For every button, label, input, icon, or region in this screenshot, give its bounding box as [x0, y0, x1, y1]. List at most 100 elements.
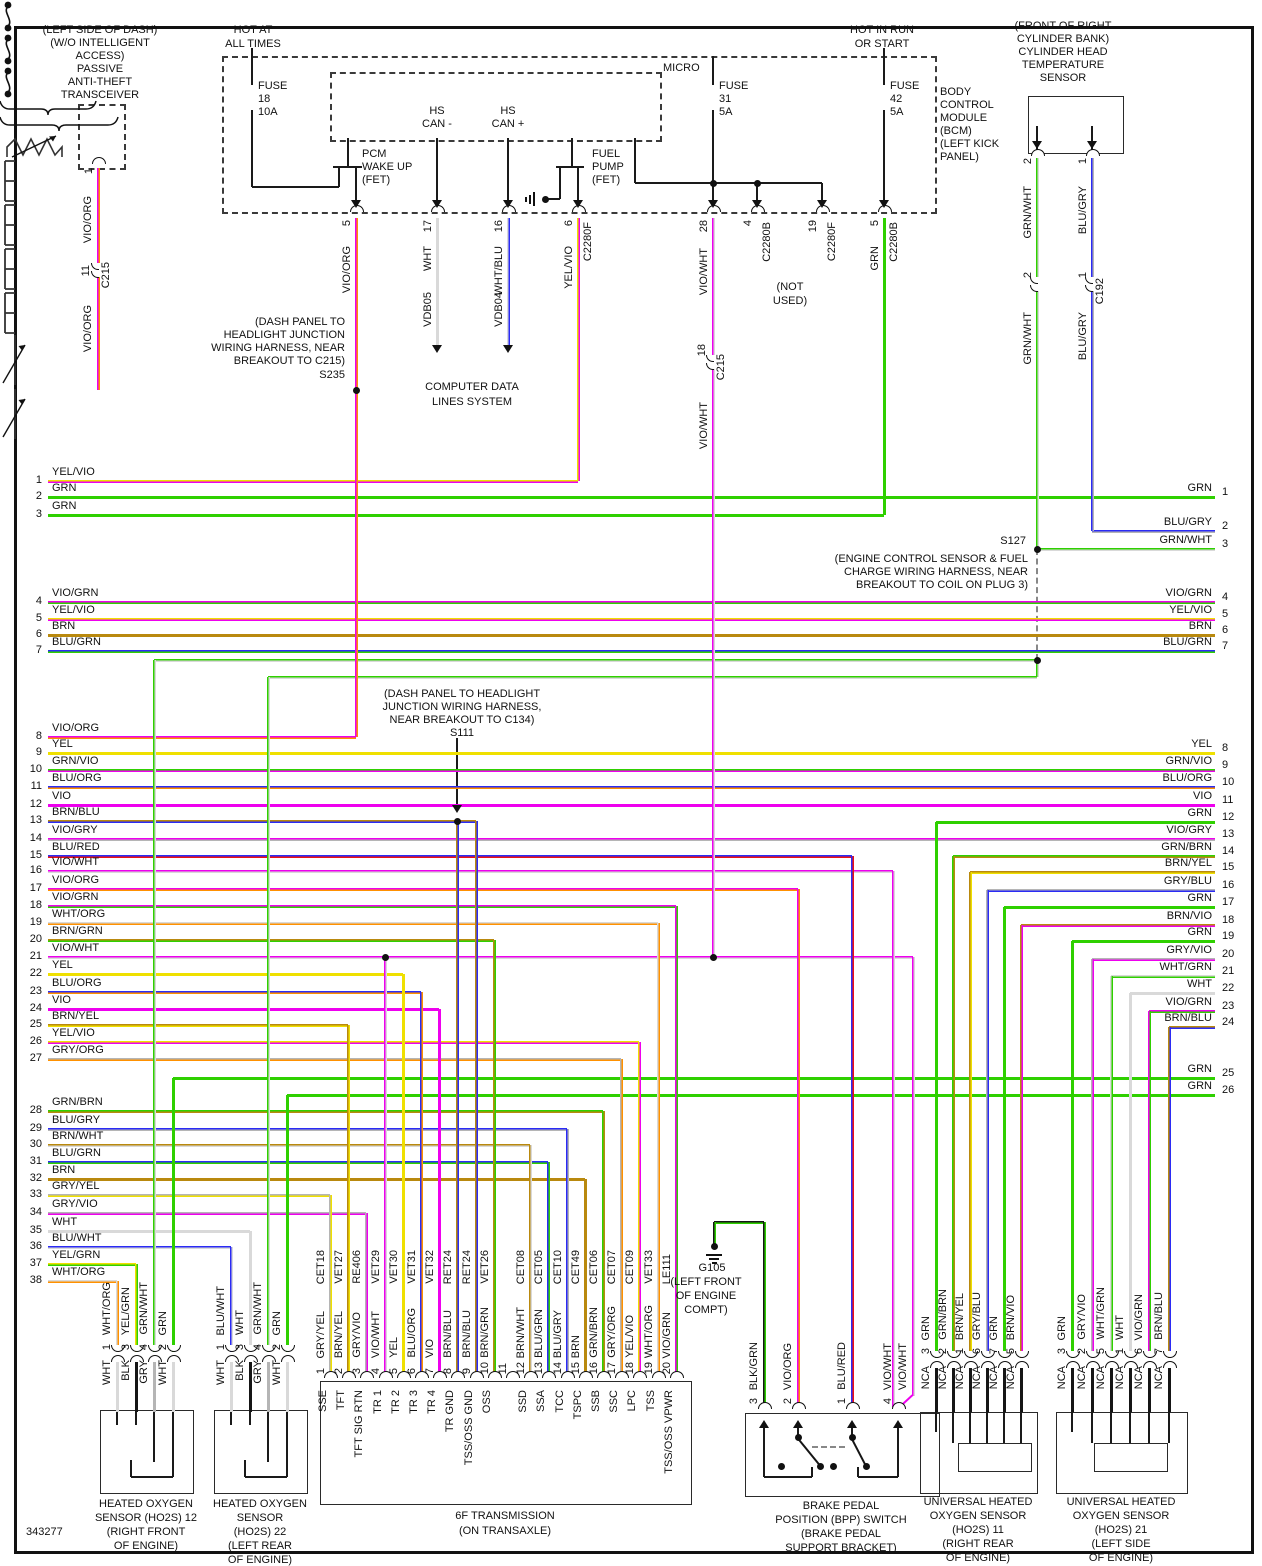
row-number-left: 8 [35, 730, 42, 742]
wire-grn/wht [266, 677, 270, 1352]
wire-brn/blu [455, 821, 459, 1377]
rotated-label: 6 [563, 220, 575, 227]
wire-grn [48, 496, 1215, 499]
transmission-circuit-id: VET27 [333, 1250, 346, 1284]
rotated-label: NCA [1095, 1366, 1107, 1390]
wire-brn/vio [1019, 925, 1023, 1358]
circuit-line [797, 1424, 799, 1437]
rotated-label: BLU/GRY [1077, 186, 1089, 235]
wire-wht [171, 1362, 175, 1412]
junction-dot [1033, 656, 1041, 664]
wire-color-label: BRN/GRN [52, 925, 103, 937]
wire-vio/org [48, 736, 356, 739]
wire-yel/vio [637, 1042, 641, 1377]
inline-connector-arc [1143, 1361, 1157, 1368]
rotated-label: 3 [748, 1397, 760, 1404]
rotated-label: NCA [1133, 1366, 1145, 1390]
wire-break-arc [1030, 277, 1038, 284]
diagram-text: CHARGE WIRING HARNESS, NEAR [844, 566, 1028, 578]
diagram-text: (HO2S) 11 [952, 1524, 1004, 1536]
rotated-label: WHT [101, 1360, 113, 1386]
pin-connector-arc [360, 1371, 374, 1378]
glyph-fuse-icon [0, 66, 16, 99]
pin-connector-arc [506, 1371, 520, 1378]
wire-wht [1130, 992, 1215, 995]
diagram-text: JUNCTION WIRING HARNESS, [382, 701, 542, 713]
rotated-label: NCA [1056, 1366, 1068, 1390]
wire-color-label: GRN [1187, 892, 1212, 904]
wire-color-label: YEL [1191, 738, 1212, 750]
row-number-left: 26 [29, 1035, 42, 1047]
row-number-right: 11 [1222, 794, 1234, 806]
sheet-number: 343277 [26, 1526, 63, 1538]
wire-yel/vio [48, 1041, 639, 1044]
row-number-left: 9 [35, 746, 42, 758]
diagram-text: BRAKE PEDAL [802, 1500, 880, 1512]
circuit-line [436, 138, 438, 200]
circuit-line [1091, 1412, 1093, 1443]
wire-wht [1128, 993, 1132, 1358]
rotated-label: GRN/WHT [1022, 186, 1034, 239]
glyph-variable-resistor-icon [0, 335, 30, 389]
transmission-circuit-id: VET30 [387, 1250, 400, 1284]
wire-blk [968, 1368, 972, 1412]
wire-wht/org [48, 922, 658, 925]
wire-grn [882, 218, 886, 515]
rotated-label: C2280F [826, 222, 838, 262]
wire-vio/wht [383, 957, 387, 1377]
transmission-pin-color: VIO [424, 1339, 437, 1358]
wire-vio/wht [891, 871, 895, 1407]
row-number-right: 18 [1222, 914, 1235, 926]
rotated-label: GRN [157, 1310, 169, 1335]
circuit-line [267, 1412, 269, 1462]
glyph-fuse-icon [0, 33, 16, 66]
transmission-circuit-id: CET09 [624, 1249, 637, 1284]
transmission-pin-name: TSS [644, 1390, 657, 1412]
inline-connector-arc [148, 1355, 162, 1362]
wire-blk [134, 1362, 138, 1412]
wire-vio/wht [48, 870, 893, 873]
row-number-right: 21 [1222, 965, 1235, 977]
diagram-text: (ENGINE CONTROL SENSOR & FUEL [834, 553, 1028, 565]
wire-gry/yel [48, 1194, 330, 1197]
row-number-left: 20 [29, 933, 42, 945]
wire-blu/org [419, 992, 423, 1377]
rotated-label: 5 [1095, 1347, 1107, 1354]
inline-connector-arc [167, 1355, 181, 1362]
wire-brn/vio [1021, 924, 1215, 927]
transmission-pin-color: BLU/GRY [551, 1309, 564, 1358]
row-number-right: 20 [1222, 948, 1235, 960]
rotated-label: 6 [971, 1347, 983, 1354]
circuit-line [935, 1412, 937, 1432]
rotated-label: C2280F [582, 222, 594, 262]
wire-color-label: GRY/YEL [52, 1180, 100, 1192]
wire-break [1089, 277, 1096, 291]
wire-blk [985, 1368, 989, 1412]
wire-grn [1004, 906, 1215, 909]
wire-blu/gry [1092, 530, 1215, 533]
wire-blk/grn [762, 1222, 766, 1407]
row-number-left: 22 [29, 967, 42, 979]
transmission-circuit-id: RET24 [460, 1249, 473, 1284]
ho2s21-inner [1094, 1443, 1168, 1472]
diagram-text: POSITION (BPP) SWITCH [775, 1514, 907, 1526]
rotated-label: WHT [234, 1309, 246, 1335]
diagram-text: OF ENGINE) [1088, 1552, 1154, 1564]
diagram-text: PASSIVE [76, 63, 124, 75]
wire-color-label: YEL/VIO [52, 604, 95, 616]
wire-vio/wht [711, 218, 715, 957]
dashed-line [1036, 549, 1038, 660]
diagram-text: SENSOR [1039, 72, 1087, 84]
rotated-label: VIO/ORG [782, 1342, 794, 1390]
ground-icon [533, 192, 535, 206]
circuit-line [172, 1412, 174, 1477]
inline-connector-arc [1015, 1361, 1029, 1368]
inline-connector-arc [1105, 1361, 1119, 1368]
wire-vio/grn [1149, 1010, 1215, 1013]
transmission-pin-number: 4 [369, 1367, 382, 1374]
transmission-circuit-id: RE406 [351, 1250, 364, 1284]
wire-grn [285, 1095, 289, 1352]
wire-brn/grn [48, 939, 494, 942]
transmission-circuit-id: VET31 [406, 1250, 418, 1284]
transmission-pin-name: LPC [626, 1390, 639, 1412]
